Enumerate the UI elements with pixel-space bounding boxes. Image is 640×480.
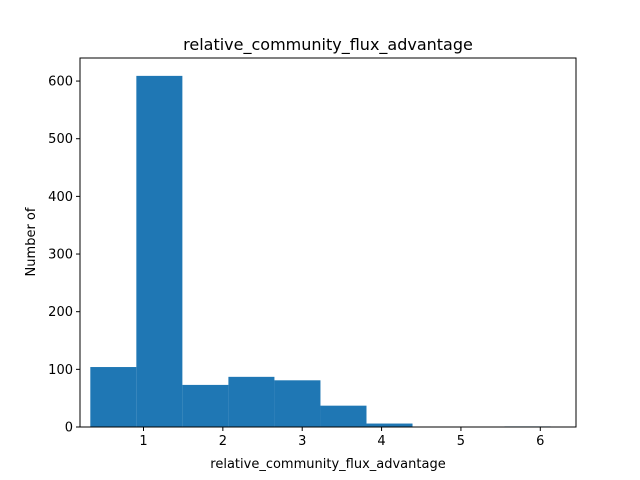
x-tick-label: 3 xyxy=(298,434,306,449)
histogram-bar xyxy=(320,405,367,427)
histogram-bar xyxy=(366,423,413,427)
bars-group xyxy=(90,75,551,427)
x-tick-label: 1 xyxy=(139,434,147,449)
histogram-bar xyxy=(182,384,229,427)
y-tick-label: 100 xyxy=(48,363,73,378)
y-tick-label: 600 xyxy=(48,75,73,90)
y-tick-label: 300 xyxy=(48,248,73,263)
x-tick-label: 5 xyxy=(457,434,465,449)
chart-title: relative_community_flux_advantage xyxy=(183,35,473,55)
plot-frame xyxy=(79,57,577,428)
y-axis-label: Number of xyxy=(24,207,39,276)
x-tick-label: 6 xyxy=(536,434,544,449)
histogram-bar xyxy=(90,367,137,427)
x-tick-label: 4 xyxy=(377,434,385,449)
x-tick-label: 2 xyxy=(219,434,227,449)
y-tick-label: 0 xyxy=(65,421,73,436)
y-tick-label: 200 xyxy=(48,305,73,320)
y-tick-label: 400 xyxy=(48,190,73,205)
y-tick-label: 500 xyxy=(48,132,73,147)
x-axis-label: relative_community_flux_advantage xyxy=(210,457,445,472)
histogram-bar xyxy=(228,376,275,427)
histogram-bar xyxy=(136,75,183,427)
histogram-bar xyxy=(274,380,321,427)
x-axis-ticks: 1 2 3 4 5 6 xyxy=(139,427,544,449)
y-axis-ticks: 0 100 200 300 400 500 600 xyxy=(48,75,80,436)
